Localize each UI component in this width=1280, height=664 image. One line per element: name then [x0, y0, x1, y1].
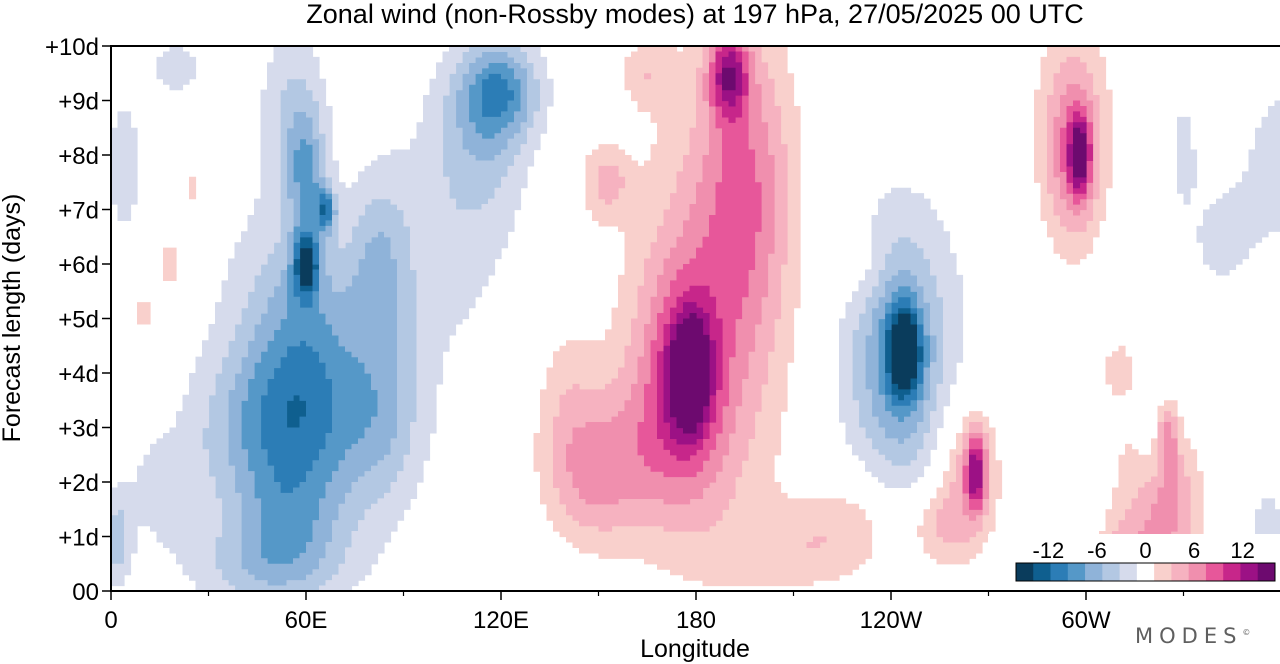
modes-logo: MODES©	[1135, 624, 1251, 648]
x-tick-label-5: 60W	[1061, 607, 1111, 634]
colorbar-swatch-10	[1188, 563, 1207, 581]
colorbar-label-0: -12	[1032, 538, 1064, 563]
colorbar-swatch-8	[1154, 563, 1172, 581]
colorbar-label-3: 6	[1188, 538, 1200, 563]
colorbar-swatch-9	[1171, 563, 1190, 581]
y-tick-label-3: +3d	[58, 416, 99, 443]
colorbar-swatch-0	[1016, 563, 1034, 581]
colorbar-swatch-7	[1136, 563, 1155, 581]
y-tick-label-0: 00	[72, 579, 99, 606]
x-tick-label-4: 120W	[860, 607, 923, 634]
colorbar-swatch-1	[1033, 563, 1051, 581]
x-tick-label-3: 180	[676, 607, 716, 634]
y-tick-label-9: +9d	[58, 89, 99, 116]
colorbar-label-4: 12	[1230, 538, 1254, 563]
colorbar: -12 -6 0 6 12	[988, 534, 1280, 590]
colorbar-swatch-14	[1257, 563, 1276, 581]
colorbar-swatch-11	[1205, 563, 1224, 581]
y-tick-label-7: +7d	[58, 198, 99, 225]
colorbar-swatch-13	[1240, 563, 1259, 581]
contour-band-4	[228, 51, 938, 587]
contour-band-3	[241, 62, 931, 565]
colorbar-frame	[1015, 562, 1276, 582]
x-tick-label-1: 60E	[285, 607, 328, 634]
x-axis-label: Longitude	[640, 635, 750, 663]
colorbar-label-2: 0	[1139, 538, 1151, 563]
x-tick-label-0: 0	[104, 607, 117, 634]
y-tick-label-1: +1d	[58, 525, 99, 552]
chart-title: Zonal wind (non-Rossby modes) at 197 hPa…	[306, 0, 1083, 29]
y-tick-label-8: +8d	[58, 143, 99, 170]
contour-band-9	[553, 46, 1191, 570]
colorbar-swatch-4	[1085, 563, 1103, 581]
x-axis: 0 60E 120E 180 120W 60W	[104, 591, 1185, 634]
plot-area	[110, 45, 1280, 592]
colorbar-swatch-5	[1102, 563, 1120, 581]
contour-band-8	[137, 46, 1204, 587]
wind-field	[111, 46, 1280, 591]
y-tick-label-6: +6d	[58, 252, 99, 279]
colorbar-label-1: -6	[1087, 538, 1107, 563]
colorbar-swatch-3	[1067, 563, 1086, 581]
colorbar-swatch-12	[1223, 563, 1241, 581]
y-tick-label-10: +10d	[45, 34, 99, 61]
y-axis: 00 +1d +2d +3d +4d +5d +6d +7d +8d +9d +10d	[45, 34, 111, 606]
contour-band-11	[637, 46, 1094, 510]
x-tick-label-2: 120E	[473, 607, 529, 634]
contour-band-10	[566, 46, 1178, 543]
colorbar-swatch-2	[1050, 563, 1069, 581]
y-tick-label-2: +2d	[58, 470, 99, 497]
y-axis-label: Forecast length (days)	[0, 194, 26, 443]
contour-band-6	[111, 46, 1280, 591]
y-tick-label-5: +5d	[58, 307, 99, 334]
colorbar-swatch-6	[1119, 563, 1138, 581]
y-tick-label-4: +4d	[58, 361, 99, 388]
